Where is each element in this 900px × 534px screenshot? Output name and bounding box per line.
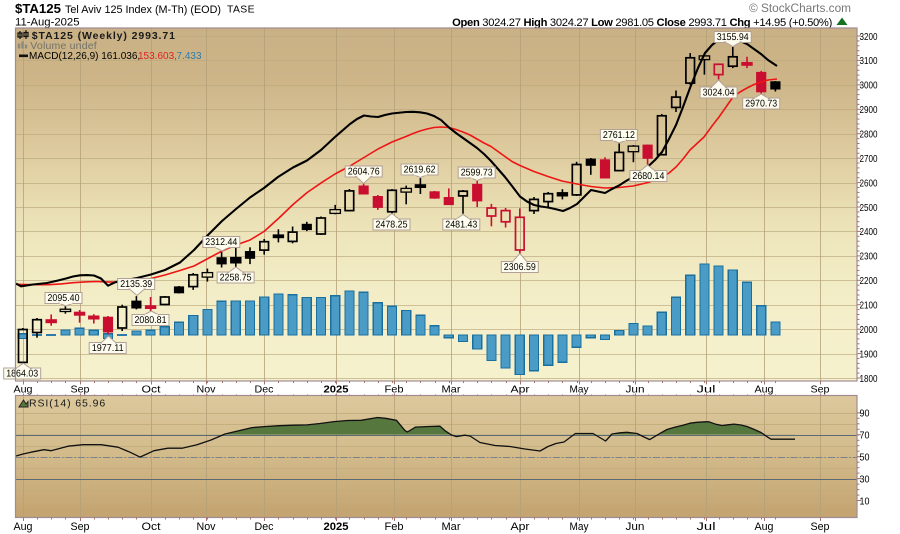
svg-text:Dec: Dec: [255, 384, 274, 396]
svg-text:1900: 1900: [860, 349, 878, 360]
svg-text:MACD(12,26,9) 161.036,: MACD(12,26,9) 161.036,: [29, 51, 140, 62]
svg-text:2200: 2200: [860, 276, 878, 287]
svg-text:1864.03: 1864.03: [6, 368, 38, 379]
svg-text:$TA125 (Weekly) 2993.71: $TA125 (Weekly) 2993.71: [32, 30, 176, 42]
svg-text:Open 3024.27 High 3024.27 Low: Open 3024.27 High 3024.27 Low 2981.05 Cl…: [452, 17, 832, 29]
svg-text:Oct: Oct: [142, 521, 161, 533]
svg-text:Sep: Sep: [71, 521, 90, 533]
svg-text:2761.12: 2761.12: [603, 130, 635, 141]
svg-text:2700: 2700: [860, 154, 878, 165]
svg-text:2600: 2600: [860, 178, 878, 189]
svg-text:Jul: Jul: [697, 521, 716, 533]
svg-text:50: 50: [860, 453, 870, 464]
svg-text:2135.39: 2135.39: [120, 279, 152, 290]
svg-text:3024.04: 3024.04: [703, 87, 735, 98]
svg-text:Sep: Sep: [71, 384, 90, 396]
svg-text:Sep: Sep: [811, 521, 830, 533]
svg-text:3000: 3000: [860, 81, 878, 92]
svg-text:11-Aug-2025: 11-Aug-2025: [15, 17, 79, 29]
svg-text:2100: 2100: [860, 301, 878, 312]
svg-text:Nov: Nov: [197, 384, 217, 396]
svg-text:Aug: Aug: [755, 521, 774, 533]
svg-text:153.603,: 153.603,: [138, 51, 177, 62]
svg-text:2970.73: 2970.73: [745, 98, 777, 109]
svg-text:2800: 2800: [860, 130, 878, 141]
svg-text:Mar: Mar: [442, 384, 462, 396]
svg-text:$TA125: $TA125: [15, 1, 61, 16]
svg-text:2400: 2400: [860, 227, 878, 238]
svg-text:10: 10: [860, 496, 870, 507]
svg-text:70: 70: [860, 431, 870, 442]
svg-text:3200: 3200: [860, 32, 878, 43]
svg-text:2080.81: 2080.81: [135, 315, 167, 326]
svg-text:2619.62: 2619.62: [404, 164, 436, 175]
svg-text:Sep: Sep: [811, 384, 830, 396]
svg-text:2481.43: 2481.43: [445, 219, 477, 230]
svg-text:Apr: Apr: [511, 521, 530, 533]
svg-text:Nov: Nov: [197, 521, 216, 533]
svg-text:Aug: Aug: [755, 384, 774, 396]
svg-text:2599.73: 2599.73: [461, 167, 493, 178]
svg-text:7.433: 7.433: [177, 51, 202, 62]
svg-text:2500: 2500: [860, 203, 878, 214]
svg-text:2604.76: 2604.76: [348, 166, 380, 177]
svg-text:3155.94: 3155.94: [717, 32, 749, 43]
svg-text:30: 30: [860, 474, 870, 485]
svg-text:Feb: Feb: [385, 384, 404, 396]
svg-text:2312.44: 2312.44: [205, 237, 237, 248]
svg-text:May: May: [570, 521, 589, 533]
svg-text:2300: 2300: [860, 252, 878, 263]
svg-text:Jun: Jun: [626, 384, 645, 396]
svg-text:TASE: TASE: [227, 5, 255, 16]
svg-text:© StockCharts.com: © StockCharts.com: [749, 1, 851, 15]
svg-text:2258.75: 2258.75: [220, 272, 252, 283]
svg-text:2000: 2000: [860, 325, 878, 336]
svg-text:3100: 3100: [860, 56, 878, 67]
svg-text:90: 90: [860, 409, 870, 420]
svg-text:Mar: Mar: [442, 521, 461, 533]
svg-text:Jul: Jul: [697, 384, 716, 396]
svg-text:2025: 2025: [324, 521, 349, 533]
svg-text:2680.14: 2680.14: [632, 171, 664, 182]
svg-text:2095.40: 2095.40: [48, 293, 80, 304]
svg-text:2900: 2900: [860, 105, 878, 116]
svg-text:1800: 1800: [860, 374, 878, 385]
svg-text:Aug: Aug: [14, 384, 33, 396]
svg-text:2478.25: 2478.25: [376, 219, 408, 230]
svg-text:Dec: Dec: [255, 521, 274, 533]
svg-text:2025: 2025: [324, 384, 349, 396]
svg-text:May: May: [570, 384, 590, 396]
svg-text:1977.11: 1977.11: [92, 343, 124, 354]
svg-text:Tel Aviv 125 Index (M-Th) (EOD: Tel Aviv 125 Index (M-Th) (EOD): [65, 4, 221, 16]
svg-text:2306.59: 2306.59: [504, 262, 536, 273]
svg-text:Volume undef: Volume undef: [30, 40, 97, 52]
svg-text:Feb: Feb: [385, 521, 404, 533]
svg-text:Aug: Aug: [14, 521, 33, 533]
svg-text:Apr: Apr: [511, 384, 531, 396]
svg-text:Jun: Jun: [626, 521, 645, 533]
svg-text:RSI(14) 65.96: RSI(14) 65.96: [29, 398, 106, 410]
svg-text:Oct: Oct: [142, 384, 161, 396]
